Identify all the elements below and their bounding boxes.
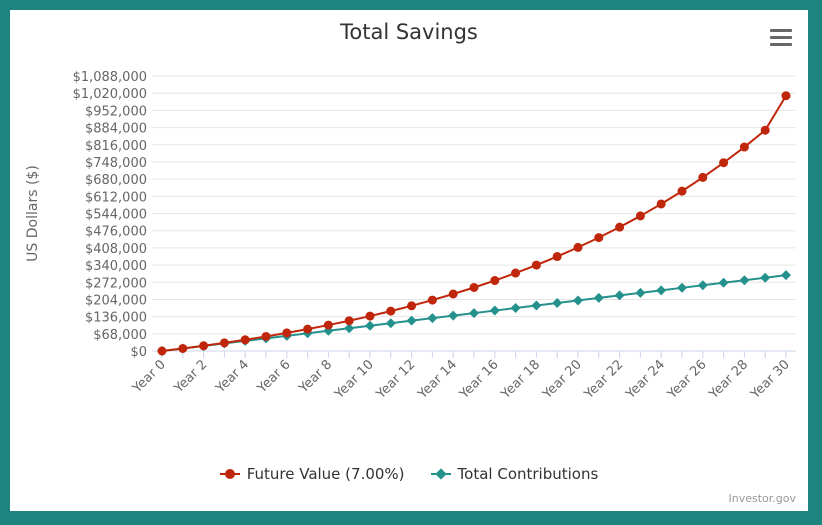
x-tick-label: Year 22 [581,357,626,402]
data-point-total-contributions [489,305,500,316]
x-tick-label: Year 12 [373,357,418,402]
data-point-total-contributions [552,297,563,308]
data-point-future-value [407,301,417,311]
data-point-future-value [719,158,729,168]
data-point-total-contributions [697,280,708,291]
x-tick-label: Year 6 [254,357,294,397]
x-tick-label: Year 16 [456,357,501,402]
data-point-future-value [282,328,292,338]
data-point-total-contributions [656,285,667,296]
y-tick-label: $68,000 [93,328,147,343]
data-point-future-value [511,268,521,278]
data-point-future-value [739,142,749,152]
data-point-total-contributions [635,287,646,298]
data-point-future-value [240,335,250,345]
x-tick-label: Year 30 [747,357,792,402]
data-point-total-contributions [448,310,459,321]
data-point-total-contributions [469,308,479,319]
data-point-total-contributions [344,323,355,334]
data-point-future-value [552,252,562,262]
y-tick-label: $680,000 [85,173,147,188]
data-point-future-value [531,260,541,270]
data-point-total-contributions [593,292,604,303]
data-point-future-value [448,289,458,299]
y-tick-label: $340,000 [85,259,147,274]
data-point-future-value [199,341,209,351]
x-tick-label: Year 8 [296,357,336,397]
data-point-future-value [365,311,375,321]
credit-text[interactable]: Investor.gov [728,492,797,505]
x-tick-label: Year 14 [415,357,460,402]
hamburger-menu-icon[interactable] [770,29,792,46]
x-tick-label: Year 4 [212,357,252,397]
data-point-total-contributions [781,270,791,281]
x-tick-label: Year 18 [498,357,543,402]
x-tick-label: Year 10 [331,357,376,402]
circle-marker-icon [219,468,240,480]
y-tick-label: $0 [130,345,147,360]
x-tick-label: Year 24 [623,357,668,402]
data-point-future-value [178,343,188,353]
data-point-total-contributions [531,300,542,311]
data-point-total-contributions [365,320,375,331]
x-tick-label: Year 28 [706,357,751,402]
y-tick-label: $272,000 [85,276,147,291]
data-point-future-value [490,276,500,286]
y-tick-label: $612,000 [85,190,147,205]
data-point-future-value [386,306,396,316]
y-tick-label: $544,000 [85,208,147,223]
data-point-total-contributions [718,277,729,288]
x-tick-label: Year 26 [664,357,709,402]
data-point-future-value [615,222,625,232]
data-point-future-value [635,211,645,221]
y-tick-label: $476,000 [85,225,147,240]
y-tick-label: $1,088,000 [73,70,147,85]
y-tick-label: $136,000 [85,311,147,326]
data-point-future-value [760,125,770,135]
data-point-total-contributions [677,282,687,293]
data-point-future-value [219,338,229,348]
x-tick-label: Year 0 [129,357,169,397]
data-point-future-value [344,316,354,326]
data-point-future-value [303,324,313,334]
y-tick-label: $748,000 [85,156,147,171]
data-point-future-value [261,331,271,341]
data-point-total-contributions [427,313,438,324]
data-point-future-value [157,346,167,356]
y-tick-label: $884,000 [85,122,147,137]
x-tick-label: Year 20 [539,357,584,402]
data-point-future-value [323,320,333,330]
legend-label-future-value: Future Value (7.00%) [246,465,405,483]
chart-title: Total Savings [340,20,478,44]
data-point-future-value [594,233,604,243]
data-point-future-value [427,295,437,305]
data-point-total-contributions [510,303,521,314]
data-point-total-contributions [760,272,771,283]
legend-item-future-value[interactable]: Future Value (7.00%) [219,465,405,483]
data-point-total-contributions [739,275,750,286]
data-point-future-value [781,91,791,101]
y-tick-label: $408,000 [85,242,147,257]
data-point-future-value [469,282,479,292]
data-point-total-contributions [614,290,625,301]
x-tick-label: Year 2 [171,357,211,397]
data-point-total-contributions [385,318,396,329]
data-point-future-value [656,199,666,209]
data-point-future-value [573,242,583,252]
data-point-future-value [677,186,687,196]
y-tick-label: $204,000 [85,293,147,308]
data-point-total-contributions [406,315,417,326]
y-axis-title: US Dollars ($) [25,165,41,262]
chart-container: Total Savings $0 $68,000 $136,000 $204,000 $… [10,10,808,511]
line-chart: $0 $68,000 $136,000 $204,000 $272,000 $340,00… [25,70,796,403]
y-tick-label: $1,020,000 [73,87,147,102]
y-tick-label: $952,000 [85,104,147,119]
legend-item-total-contributions[interactable]: Total Contributions [430,465,599,483]
legend-label-total-contributions: Total Contributions [457,465,599,483]
data-point-future-value [698,172,708,182]
data-point-total-contributions [573,295,583,306]
y-tick-label: $816,000 [85,139,147,154]
diamond-marker-icon [430,468,451,480]
legend: Future Value (7.00%) Total Contributions [10,465,808,483]
